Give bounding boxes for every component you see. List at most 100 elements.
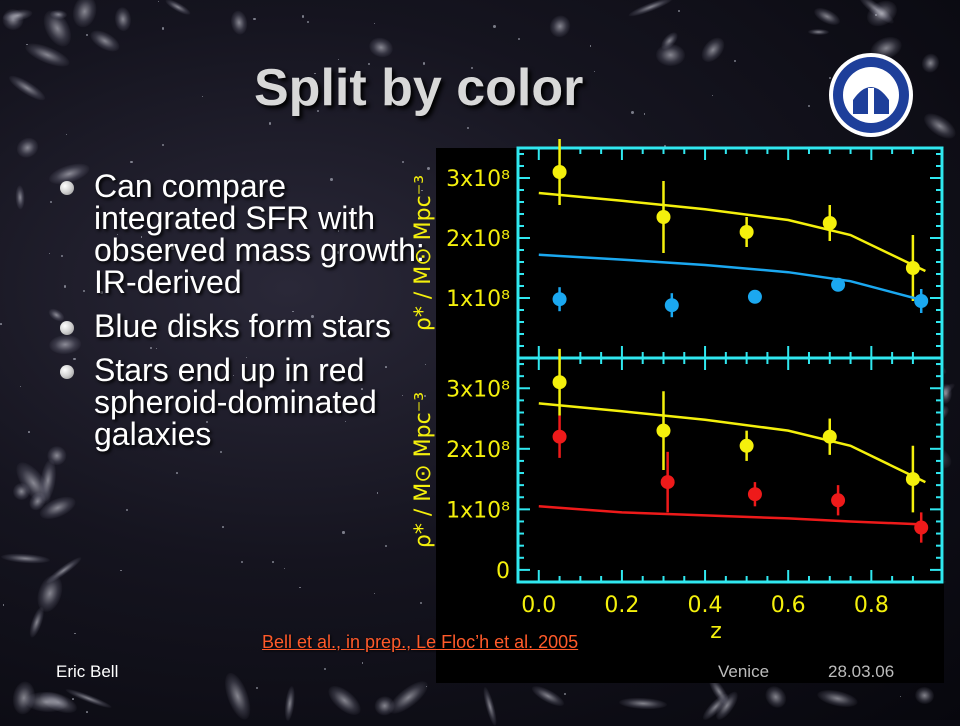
background-star (201, 96, 203, 98)
data-point-red (914, 520, 929, 535)
background-star (337, 58, 339, 60)
background-star (292, 310, 294, 312)
y-tick-label: 3x10⁸ (446, 377, 510, 402)
slide-title: Split by color (254, 59, 584, 117)
background-star (156, 348, 158, 350)
background-star (537, 82, 540, 85)
background-star (100, 290, 104, 294)
background-star (337, 230, 340, 232)
data-point-yellow (656, 423, 671, 438)
background-star (63, 285, 67, 288)
data-point-blue (552, 292, 567, 307)
bullet-text: Can compare integrated SFR with observed… (94, 168, 425, 300)
background-star (829, 76, 832, 79)
background-star (663, 144, 667, 148)
background-star (368, 62, 371, 65)
background-star (130, 160, 133, 164)
model-curve-blue (538, 253, 926, 303)
background-star (311, 314, 315, 318)
background-star (593, 71, 595, 73)
background-star (161, 143, 164, 147)
data-point-blue (664, 298, 679, 313)
x-tick-label: 0.8 (854, 593, 889, 618)
background-star (72, 698, 75, 701)
data-point-blue (831, 277, 846, 292)
data-point-red (660, 475, 675, 490)
background-star (733, 60, 737, 63)
background-star (424, 394, 427, 397)
background-star (86, 34, 89, 37)
background-star (98, 325, 102, 329)
citation-link[interactable]: Bell et al., in prep., Le Floc’h et al. … (262, 632, 579, 652)
background-star (384, 544, 388, 548)
model-curve-yellow (538, 402, 926, 484)
background-star (401, 161, 404, 164)
background-star (589, 45, 592, 47)
background-star (82, 289, 85, 292)
data-point-yellow (822, 429, 837, 444)
bullet-item: Can compare integrated SFR with observed… (56, 170, 426, 298)
background-star (711, 94, 714, 97)
background-star (492, 25, 496, 29)
background-star (677, 9, 680, 12)
background-star (126, 509, 129, 512)
background-star (563, 692, 567, 696)
data-point-yellow (739, 438, 754, 453)
data-point-yellow (905, 261, 920, 275)
footer-author: Eric Bell (56, 662, 119, 681)
background-star (206, 421, 209, 424)
series-yellow (538, 348, 926, 513)
y-tick-label: 3x10⁸ (446, 167, 510, 192)
data-point-yellow (552, 375, 567, 390)
background-star (424, 363, 427, 366)
y-tick-label: 0 (496, 559, 510, 584)
bullet-text: Stars end up in red spheroid-dominated g… (94, 352, 377, 452)
background-star (517, 37, 520, 40)
background-star (301, 15, 304, 18)
background-star (220, 450, 223, 453)
x-tick-label: 0.4 (688, 593, 723, 618)
background-star (373, 22, 376, 25)
x-tick-label: 0.0 (521, 593, 556, 618)
data-point-red (552, 429, 567, 444)
institute-logo (829, 53, 913, 137)
background-star (643, 113, 646, 115)
background-star (255, 686, 258, 690)
data-point-yellow (822, 216, 837, 230)
series-yellow (538, 139, 926, 301)
background-star (116, 233, 119, 236)
background-star (420, 189, 423, 192)
background-star (0, 323, 2, 326)
data-point-yellow (552, 165, 567, 179)
background-star (2, 604, 5, 606)
background-star (73, 632, 76, 635)
background-star (470, 66, 473, 70)
background-star (140, 236, 143, 238)
chart-panel-2: 0 1x10⁸ 2x10⁸ 3x10⁸ ρ* / M⊙ Mpc⁻³ 0.0 0.2 0.4 0.… (411, 348, 944, 644)
y-tick-label: 2x10⁸ (446, 438, 510, 463)
x-axis-label: z (710, 619, 722, 644)
background-star (355, 214, 358, 217)
background-star (157, 0, 159, 2)
background-star (422, 61, 426, 65)
bullet-list: Can compare integrated SFR with observed… (56, 170, 426, 462)
background-star (385, 366, 387, 368)
background-star (149, 346, 152, 349)
data-point-blue (914, 294, 929, 308)
background-star (119, 569, 122, 572)
y-tick-label: 1x10⁸ (446, 287, 510, 312)
bullet-dot-icon (60, 365, 74, 379)
background-star (306, 20, 309, 24)
series-red (538, 415, 929, 543)
y-axis-label: ρ* / M⊙ Mpc⁻³ (411, 175, 436, 331)
background-star (222, 525, 224, 528)
background-star (361, 662, 364, 664)
background-star (344, 420, 346, 422)
background-star (232, 374, 235, 377)
background-star (240, 560, 243, 563)
bullet-dot-icon (60, 321, 74, 335)
bullet-dot-icon (60, 181, 74, 195)
background-star (466, 126, 469, 129)
background-star (377, 492, 379, 494)
